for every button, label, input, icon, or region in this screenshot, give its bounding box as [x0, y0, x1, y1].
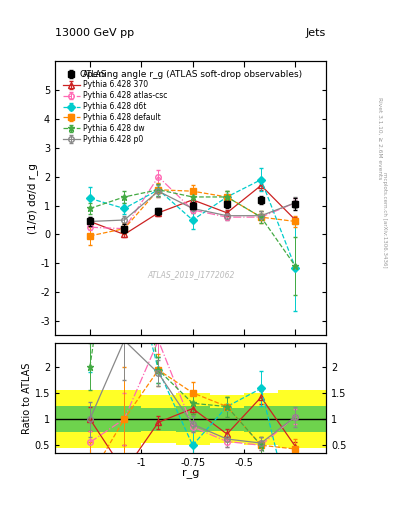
Text: ATLAS_2019_I1772062: ATLAS_2019_I1772062 [147, 271, 234, 280]
Text: Jets: Jets [306, 28, 326, 38]
Text: Opening angle r_g (ATLAS soft-drop observables): Opening angle r_g (ATLAS soft-drop obser… [79, 70, 302, 79]
Legend: ATLAS, Pythia 6.428 370, Pythia 6.428 atlas-csc, Pythia 6.428 d6t, Pythia 6.428 : ATLAS, Pythia 6.428 370, Pythia 6.428 at… [62, 68, 169, 145]
Y-axis label: (1/σ) dσ/d r_g: (1/σ) dσ/d r_g [27, 163, 38, 234]
Text: Rivet 3.1.10, ≥ 2.6M events: Rivet 3.1.10, ≥ 2.6M events [377, 97, 382, 179]
Text: mcplots.cern.ch [arXiv:1306.3436]: mcplots.cern.ch [arXiv:1306.3436] [382, 173, 387, 268]
Y-axis label: Ratio to ATLAS: Ratio to ATLAS [22, 362, 32, 434]
X-axis label: r_g: r_g [182, 470, 199, 479]
Text: 13000 GeV pp: 13000 GeV pp [55, 28, 134, 38]
